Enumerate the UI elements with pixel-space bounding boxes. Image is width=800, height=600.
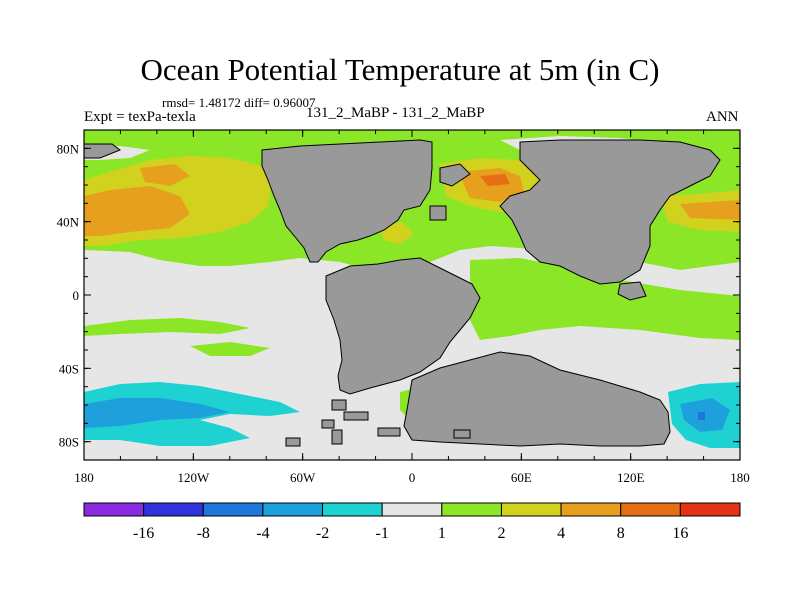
land-island-7 bbox=[453, 429, 471, 439]
x-tick-label: 120E bbox=[617, 470, 645, 485]
colorbar-label: 1 bbox=[438, 525, 446, 542]
land-greater-india bbox=[617, 281, 647, 301]
y-tick-label: 40S bbox=[59, 361, 79, 376]
colorbar-label: -8 bbox=[197, 525, 210, 542]
y-tick-label: 0 bbox=[73, 288, 80, 303]
land-island-2 bbox=[343, 411, 369, 421]
land-island-4 bbox=[331, 429, 343, 445]
land-island-3 bbox=[321, 419, 335, 429]
anomaly-region-npac-orange-2 bbox=[140, 164, 190, 186]
colorbar-label: -16 bbox=[133, 525, 154, 542]
x-tick-label: 180 bbox=[730, 470, 750, 485]
colorbar-swatch bbox=[381, 502, 443, 517]
anomaly-region-spac-green bbox=[84, 318, 250, 336]
land-masses bbox=[83, 139, 721, 447]
stats-label: rmsd= 1.48172 diff= 0.96007 bbox=[162, 95, 316, 110]
land-island-1 bbox=[331, 399, 347, 411]
y-tick-label: 80S bbox=[59, 435, 79, 450]
experiment-label: Expt = texPa-texla bbox=[84, 109, 196, 125]
colorbar-swatch bbox=[441, 502, 502, 517]
land-island-6 bbox=[285, 437, 301, 447]
season-label: ANN bbox=[706, 109, 739, 125]
colorbar-label: 16 bbox=[672, 525, 688, 542]
anomaly-region-nwpac-orange bbox=[680, 200, 740, 220]
colorbar-swatch bbox=[679, 502, 741, 517]
x-tick-label: 60W bbox=[290, 470, 316, 485]
land-eurasia bbox=[499, 139, 721, 285]
anomaly-region-indopac-green bbox=[470, 258, 740, 340]
y-tick-label: 80N bbox=[57, 141, 80, 156]
colorbar-swatch bbox=[560, 502, 622, 517]
x-tick-label: 180 bbox=[74, 470, 94, 485]
land-antarctica bbox=[403, 351, 671, 447]
chart-title: Ocean Potential Temperature at 5m (in C) bbox=[140, 52, 660, 87]
x-tick-label: 0 bbox=[409, 470, 416, 485]
anomaly-region-spac-green-2 bbox=[190, 342, 270, 356]
colorbar-label: 8 bbox=[617, 525, 625, 542]
colorbar-swatch bbox=[83, 502, 145, 517]
x-tick-label: 120W bbox=[177, 470, 210, 485]
colorbar-label: -1 bbox=[376, 525, 389, 542]
land-iberia bbox=[429, 205, 447, 221]
colorbar-label: 4 bbox=[557, 525, 565, 542]
colorbar-swatch bbox=[143, 502, 204, 517]
land-north-america bbox=[261, 139, 433, 263]
colorbar-swatch bbox=[322, 502, 383, 517]
land-south-america bbox=[325, 257, 481, 395]
land-europe bbox=[439, 163, 471, 187]
y-tick-label: 40N bbox=[57, 215, 80, 230]
axis-ticks: 180 120W 60W 0 60E 120E 180 80N 40N 0 40S 80S bbox=[57, 129, 750, 485]
colorbar-swatch bbox=[620, 502, 681, 517]
colorbar-label: -2 bbox=[316, 525, 329, 542]
anomaly-region-tethys-red bbox=[480, 174, 510, 186]
x-tick-label: 60E bbox=[511, 470, 532, 485]
colorbar-swatch bbox=[202, 502, 264, 517]
anomaly-region-spac-blue bbox=[84, 398, 230, 428]
colorbar-swatch bbox=[262, 502, 324, 517]
colorbar-swatch bbox=[500, 502, 562, 517]
comparison-label: 131_2_MaBP - 131_2_MaBP bbox=[306, 105, 485, 121]
anomaly-region-npac-orange bbox=[84, 186, 190, 236]
land-island-5 bbox=[377, 427, 401, 437]
colorbar-label: 2 bbox=[497, 525, 505, 542]
colorbar-label: -4 bbox=[256, 525, 269, 542]
anomaly-region-swpac-deep bbox=[698, 412, 705, 420]
colorbar: -16 -8 -4 -2 -1 1 2 4 8 16 bbox=[83, 502, 741, 542]
anomaly-region-nafrica-yellow bbox=[380, 222, 414, 244]
